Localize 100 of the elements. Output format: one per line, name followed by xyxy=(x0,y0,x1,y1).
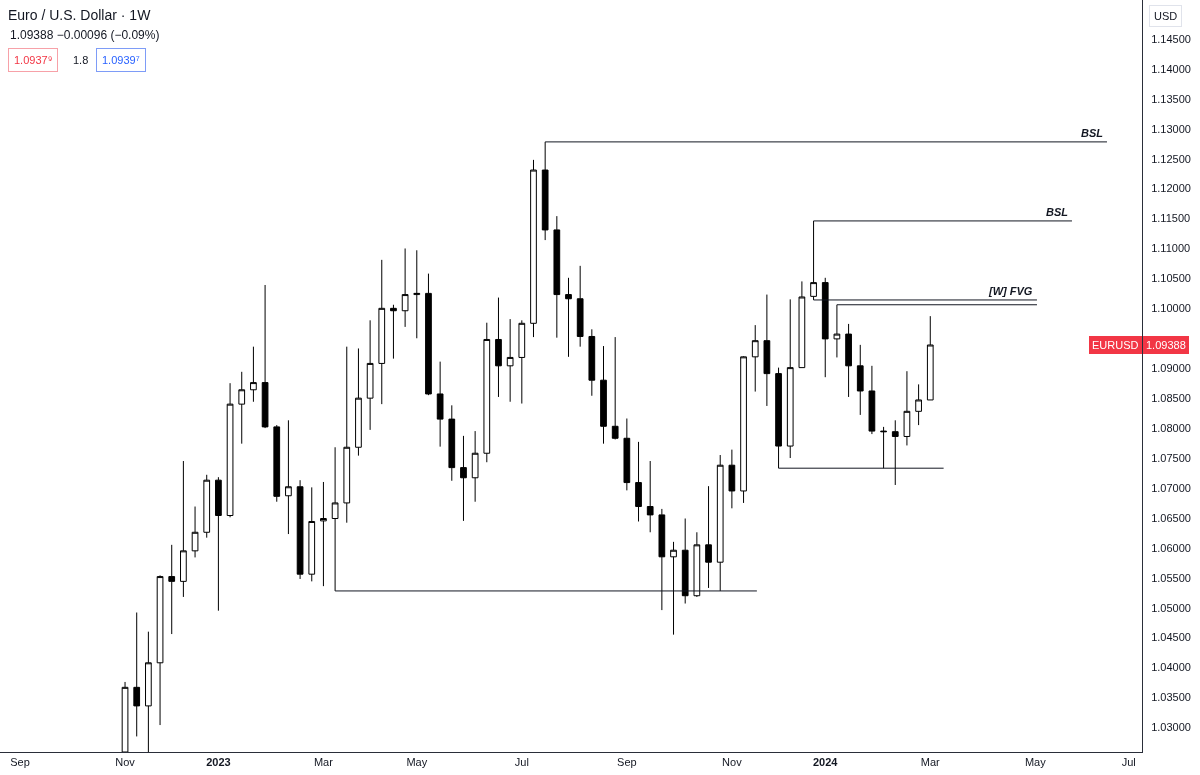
candlestick xyxy=(775,367,782,469)
x-tick-label: Nov xyxy=(115,756,136,769)
candlestick xyxy=(915,383,922,426)
candlestick xyxy=(250,346,257,403)
annotation: 1.8 xyxy=(73,54,89,66)
y-tick-label: 1.03000 xyxy=(1151,721,1191,734)
candlestick xyxy=(845,323,852,398)
y-tick-label: 1.06000 xyxy=(1151,541,1191,554)
candlestick xyxy=(366,319,374,431)
y-tick-label: 1.11000 xyxy=(1151,242,1191,255)
candlestick xyxy=(868,365,876,435)
candlestick xyxy=(611,336,619,440)
y-tick-label: 1.08000 xyxy=(1151,421,1191,434)
candlestick xyxy=(576,265,584,348)
candlestick xyxy=(926,315,934,401)
y-tick-label: 1.13000 xyxy=(1151,122,1191,135)
candlestick xyxy=(903,370,911,446)
text: 1.09388 −0.00096 (−0.09%) xyxy=(10,28,160,42)
x-tick-label: Mar xyxy=(920,756,941,769)
candlestick xyxy=(331,446,339,592)
candlestick xyxy=(530,159,537,338)
candlestick xyxy=(191,506,199,558)
candlestick xyxy=(856,344,864,416)
candlestick xyxy=(740,355,747,504)
y-tick-label: 1.12000 xyxy=(1151,182,1191,195)
x-tick-label: May xyxy=(406,756,428,769)
text: 1.09388 xyxy=(1146,339,1186,351)
candlestick xyxy=(133,612,141,737)
candlestick xyxy=(588,328,596,397)
x-tick-label: Sep xyxy=(617,756,637,769)
y-tick-label: 1.14500 xyxy=(1151,32,1191,45)
candlestick xyxy=(670,541,677,636)
candlestick xyxy=(891,419,899,486)
candlestick xyxy=(763,294,771,407)
candlestick xyxy=(565,277,572,358)
candlestick xyxy=(203,474,211,539)
candlestick xyxy=(681,518,689,605)
candlestick xyxy=(168,544,176,635)
candlestick xyxy=(226,382,234,518)
annotation: 1.0937⁹ xyxy=(14,54,53,66)
candlestick xyxy=(623,418,631,491)
x-tick-label: Jul xyxy=(514,756,529,769)
candlestick xyxy=(541,141,549,241)
candlestick xyxy=(320,481,327,587)
candlestick xyxy=(786,298,794,459)
candlestick xyxy=(471,430,479,503)
y-tick-label: 1.05500 xyxy=(1151,571,1191,584)
x-tick-label: Mar xyxy=(313,756,334,769)
candlestick xyxy=(880,426,887,469)
series-label: [W] FVG xyxy=(988,285,1033,297)
y-tick-label: 1.03500 xyxy=(1151,691,1191,704)
candlestick xyxy=(693,531,701,598)
candlestick xyxy=(296,479,304,580)
candlestick xyxy=(425,273,432,396)
text: Euro / U.S. Dollar · 1W xyxy=(8,6,152,23)
candlestick xyxy=(728,449,736,509)
x-tick-label: Jul xyxy=(1121,756,1136,769)
candlestick xyxy=(273,424,281,503)
x-tick-label: 2024 xyxy=(813,756,839,769)
x-tick-label: Sep xyxy=(10,756,30,769)
y-tick-label: 1.07500 xyxy=(1151,451,1191,464)
candlestick xyxy=(401,247,409,328)
candlestick xyxy=(553,215,561,339)
candlestick xyxy=(390,304,397,360)
candlestick xyxy=(145,631,152,752)
candlestick xyxy=(506,318,514,403)
candlestick xyxy=(413,249,421,339)
y-tick-label: 1.04500 xyxy=(1151,631,1191,644)
y-tick-label: 1.06500 xyxy=(1151,511,1191,524)
annotation: 1.0939⁷ xyxy=(102,54,140,66)
y-tick-label: 1.05000 xyxy=(1151,601,1191,614)
candlestick xyxy=(215,476,222,612)
candlestick xyxy=(483,322,491,463)
candlestick xyxy=(658,508,666,611)
candlestick xyxy=(716,454,724,592)
series-label: BSL xyxy=(1046,206,1069,218)
candlestick xyxy=(448,404,456,482)
candlestick xyxy=(285,419,292,535)
y-tick-label: 1.09000 xyxy=(1151,362,1191,375)
annotation: EURUSD xyxy=(1092,339,1139,351)
candlestick xyxy=(821,277,829,378)
candlestick xyxy=(355,347,362,457)
candlestick xyxy=(646,460,654,533)
y-tick-label: 1.10000 xyxy=(1151,302,1191,315)
candlestick xyxy=(180,460,187,598)
candlestick xyxy=(436,361,444,448)
candlestick xyxy=(798,280,806,369)
candlestick xyxy=(238,371,246,445)
candlestick xyxy=(635,441,642,522)
y-tick-label: 1.10500 xyxy=(1151,272,1191,285)
series-label: BSL xyxy=(1081,127,1104,139)
candlestick xyxy=(495,297,502,398)
candlestick xyxy=(156,574,164,726)
x-tick-label: 2023 xyxy=(206,756,231,769)
y-tick-label: 1.04000 xyxy=(1151,661,1191,674)
candlestick xyxy=(600,345,607,445)
x-tick-label: Nov xyxy=(722,756,743,769)
candlestick xyxy=(378,259,386,405)
y-tick-label: 1.11500 xyxy=(1151,212,1191,225)
x-tick-label: May xyxy=(1024,756,1047,769)
